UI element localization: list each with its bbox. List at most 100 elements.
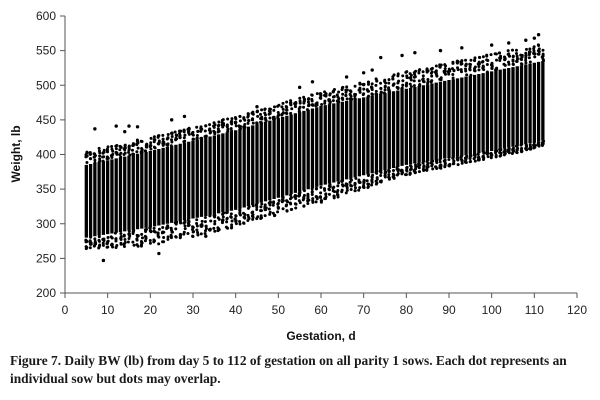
- sow-point: [528, 47, 532, 51]
- outlier-point: [532, 36, 537, 40]
- sow-point: [306, 97, 310, 101]
- sow-point: [170, 140, 174, 144]
- sow-point: [106, 235, 110, 239]
- x-tick-label: 60: [314, 303, 328, 317]
- sow-point: [251, 204, 255, 208]
- sow-point: [464, 160, 468, 164]
- sow-point: [140, 147, 144, 151]
- sow-point: [238, 222, 242, 226]
- sow-point: [105, 157, 109, 161]
- sow-point: [452, 162, 456, 166]
- sow-point: [459, 155, 463, 159]
- sow-point: [425, 160, 429, 164]
- sow-point: [267, 112, 271, 116]
- sow-point: [281, 207, 285, 211]
- sow-point: [229, 121, 233, 125]
- sow-point: [375, 79, 379, 83]
- sow-point: [203, 129, 207, 133]
- sow-point: [148, 229, 152, 233]
- sow-point: [421, 70, 425, 74]
- sow-point: [200, 219, 204, 223]
- sow-point: [93, 152, 97, 156]
- sow-point: [212, 214, 216, 218]
- sow-point: [230, 117, 234, 121]
- sow-point: [464, 58, 468, 62]
- sow-point: [527, 56, 531, 60]
- sow-point: [524, 53, 528, 57]
- sow-point: [527, 50, 531, 54]
- sow-point: [511, 55, 515, 59]
- sow-point: [452, 159, 456, 163]
- sow-point: [162, 240, 166, 244]
- sow-point: [344, 191, 348, 195]
- sow-point: [122, 243, 126, 247]
- sow-point: [485, 58, 489, 62]
- sow-point: [314, 102, 318, 106]
- sow-point: [93, 237, 97, 241]
- sow-point: [468, 67, 472, 71]
- sow-point: [284, 111, 288, 115]
- sow-point: [285, 209, 289, 213]
- sow-point: [495, 149, 499, 153]
- sow-point: [506, 49, 510, 53]
- sow-point: [400, 168, 404, 172]
- sow-point: [268, 210, 272, 214]
- x-tick-label: 70: [357, 303, 371, 317]
- sow-point: [515, 54, 519, 58]
- sow-point: [443, 72, 447, 76]
- sow-point: [537, 47, 541, 51]
- sow-point: [226, 127, 230, 131]
- sow-point: [434, 165, 438, 169]
- sow-point: [413, 72, 417, 76]
- sow-point: [195, 134, 199, 138]
- sow-point: [166, 136, 170, 140]
- sow-point: [157, 142, 161, 146]
- sow-point: [123, 151, 127, 155]
- sow-point: [160, 231, 164, 235]
- sow-point: [362, 181, 366, 185]
- sow-point: [145, 227, 149, 231]
- sow-point: [110, 242, 114, 246]
- sow-point: [401, 83, 405, 87]
- sow-point: [332, 185, 336, 189]
- sow-point: [405, 76, 409, 80]
- sow-point: [371, 173, 375, 177]
- sow-point: [289, 193, 293, 197]
- sow-point: [122, 233, 126, 237]
- sow-point: [451, 73, 455, 77]
- sow-point: [438, 65, 442, 69]
- sow-point: [187, 132, 191, 136]
- sow-point: [464, 69, 468, 73]
- sow-point: [204, 124, 208, 128]
- sow-point: [434, 159, 438, 163]
- sow-point: [447, 157, 451, 161]
- sow-point: [507, 62, 511, 66]
- sow-point: [294, 101, 298, 105]
- sow-point: [272, 108, 276, 112]
- sow-point: [503, 63, 507, 67]
- sow-point: [152, 226, 156, 230]
- sow-point: [366, 80, 370, 84]
- sow-point: [101, 243, 105, 247]
- sow-point: [156, 135, 160, 139]
- sow-point: [430, 70, 434, 74]
- sow-point: [199, 126, 203, 130]
- sow-point: [140, 140, 144, 144]
- sow-point: [366, 173, 370, 177]
- sow-point: [89, 235, 93, 239]
- sow-point: [250, 214, 254, 218]
- x-tick-label: 80: [400, 303, 414, 317]
- sow-point: [489, 152, 493, 156]
- sow-point: [259, 209, 263, 213]
- outlier-point: [135, 125, 140, 129]
- sow-point: [348, 97, 352, 101]
- sow-point: [276, 104, 280, 108]
- y-tick-label: 450: [36, 113, 56, 127]
- sow-point: [221, 215, 225, 219]
- sow-point: [319, 200, 323, 204]
- sow-point: [126, 240, 130, 244]
- sow-point: [213, 229, 217, 233]
- sow-point: [353, 183, 357, 187]
- sow-point: [161, 133, 165, 137]
- sow-point: [455, 60, 459, 64]
